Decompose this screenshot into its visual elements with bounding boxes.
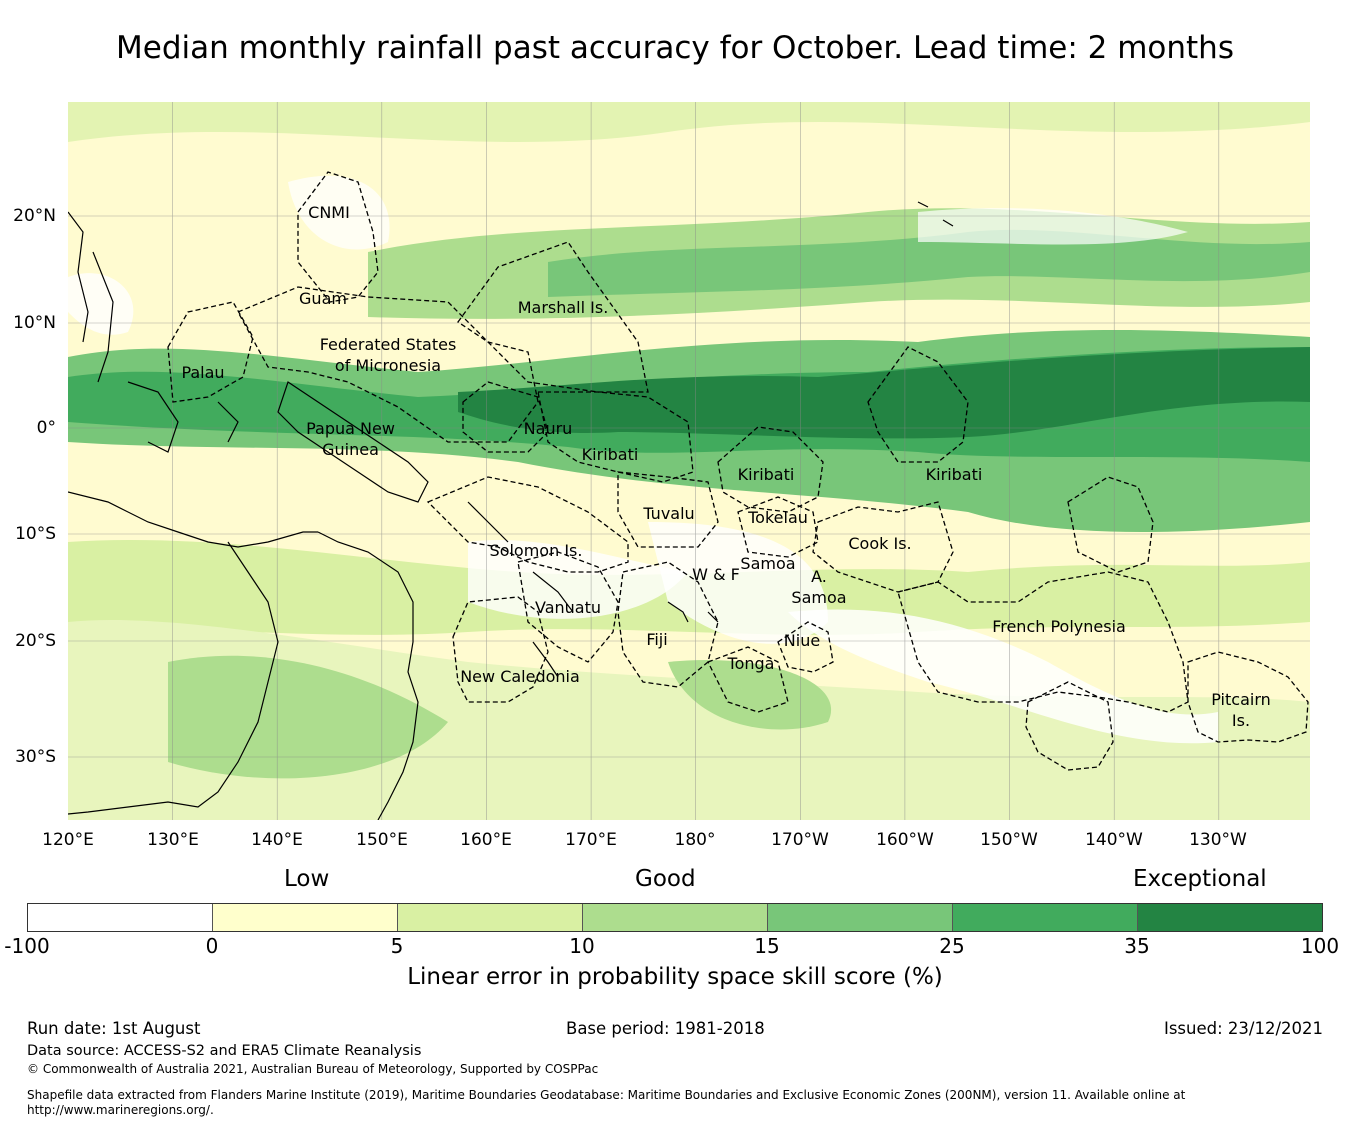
- map-label-wallis-futuna: W & F: [692, 565, 740, 584]
- skill-map-svg: [68, 102, 1310, 820]
- legend-category-exceptional: Exceptional: [1133, 866, 1267, 892]
- y-tick: 20°S: [15, 631, 56, 651]
- map-label-tuvalu: Tuvalu: [643, 504, 695, 523]
- eez-boundaries: [167, 171, 1309, 771]
- map-label-pitcairn: Pitcairn Is.: [1211, 690, 1271, 730]
- map-label-kiribati-east: Kiribati: [925, 465, 983, 484]
- x-tick: 130°W: [1189, 830, 1247, 850]
- colorbar-tick: 35: [1124, 934, 1150, 958]
- run-date: Run date: 1st August: [27, 1019, 201, 1038]
- map-label-cook: Cook Is.: [848, 534, 912, 553]
- y-tick: 10°N: [13, 313, 56, 333]
- colorbar-bin: [583, 904, 768, 931]
- issued-date: Issued: 23/12/2021: [1163, 1019, 1323, 1038]
- map-label-marshall: Marshall Is.: [517, 298, 609, 317]
- map-label-american-samoa: A. Samoa: [791, 567, 847, 607]
- colorbar-tick: 10: [569, 934, 595, 958]
- map-label-niue: Niue: [783, 631, 821, 650]
- y-tick: 10°S: [15, 524, 56, 544]
- x-tick: 130°E: [147, 830, 199, 850]
- x-tick: 170°W: [771, 830, 829, 850]
- y-tick: 20°N: [13, 206, 56, 226]
- legend-category-low: Low: [284, 866, 330, 892]
- x-tick: 160°W: [876, 830, 934, 850]
- colorbar-bin: [953, 904, 1138, 931]
- shapefile-credit: Shapefile data extracted from Flanders M…: [27, 1088, 1186, 1102]
- map-label-cnmi: CNMI: [308, 203, 350, 222]
- x-tick: 120°E: [42, 830, 94, 850]
- colorbar-bin: [398, 904, 583, 931]
- map-label-french-polynesia: French Polynesia: [992, 617, 1126, 636]
- colorbar-bin: [28, 904, 213, 931]
- skill-map: CNMI Guam Marshall Is. Federated States …: [68, 102, 1310, 820]
- x-tick: 170°E: [565, 830, 617, 850]
- colorbar-bin: [213, 904, 398, 931]
- map-label-kiribati-central: Kiribati: [737, 465, 795, 484]
- x-tick: 150°E: [356, 830, 408, 850]
- map-label-new-caledonia: New Caledonia: [460, 667, 580, 686]
- colorbar-tick: 0: [205, 934, 219, 958]
- map-label-kiribati-west: Kiribati: [581, 445, 639, 464]
- legend-category-good: Good: [635, 866, 696, 892]
- map-label-samoa: Samoa: [740, 554, 796, 573]
- colorbar-tick: 100: [1300, 934, 1340, 958]
- colorbar-tick: 5: [390, 934, 404, 958]
- coastlines: [68, 201, 954, 820]
- map-label-fsm: Federated States of Micronesia: [319, 335, 457, 375]
- map-label-vanuatu: Vanuatu: [534, 598, 601, 617]
- colorbar-bin: [768, 904, 953, 931]
- map-label-palau: Palau: [181, 363, 225, 382]
- base-period: Base period: 1981-2018: [566, 1019, 765, 1038]
- map-label-solomon: Solomon Is.: [489, 541, 583, 560]
- credit-link[interactable]: http://www.marineregions.org/.: [27, 1103, 214, 1117]
- map-label-fiji: Fiji: [646, 630, 668, 649]
- colorbar: [27, 903, 1323, 932]
- x-tick: 140°W: [1085, 830, 1143, 850]
- chart-title: Median monthly rainfall past accuracy fo…: [116, 30, 1234, 66]
- x-tick: 180°: [674, 830, 716, 850]
- x-tick: 140°E: [251, 830, 303, 850]
- skill-field: [68, 102, 1310, 820]
- x-tick: 160°E: [460, 830, 512, 850]
- data-source: Data source: ACCESS-S2 and ERA5 Climate …: [27, 1043, 422, 1059]
- colorbar-tick: -100: [4, 934, 50, 958]
- map-label-tokelau: Tokelau: [748, 508, 808, 527]
- x-tick: 150°W: [980, 830, 1038, 850]
- colorbar-tick: 25: [939, 934, 965, 958]
- colorbar-tick: 15: [754, 934, 780, 958]
- colorbar-bin: [1138, 904, 1322, 931]
- map-label-tonga: Tonga: [727, 654, 775, 673]
- y-tick: 0°: [36, 418, 56, 438]
- y-tick: 30°S: [15, 747, 56, 767]
- map-label-guam: Guam: [299, 289, 347, 308]
- copyright: © Commonwealth of Australia 2021, Austra…: [27, 1062, 599, 1076]
- colorbar-label: Linear error in probability space skill …: [407, 964, 943, 990]
- map-label-png: Papua New Guinea: [306, 419, 395, 459]
- map-label-nauru: Nauru: [523, 419, 573, 438]
